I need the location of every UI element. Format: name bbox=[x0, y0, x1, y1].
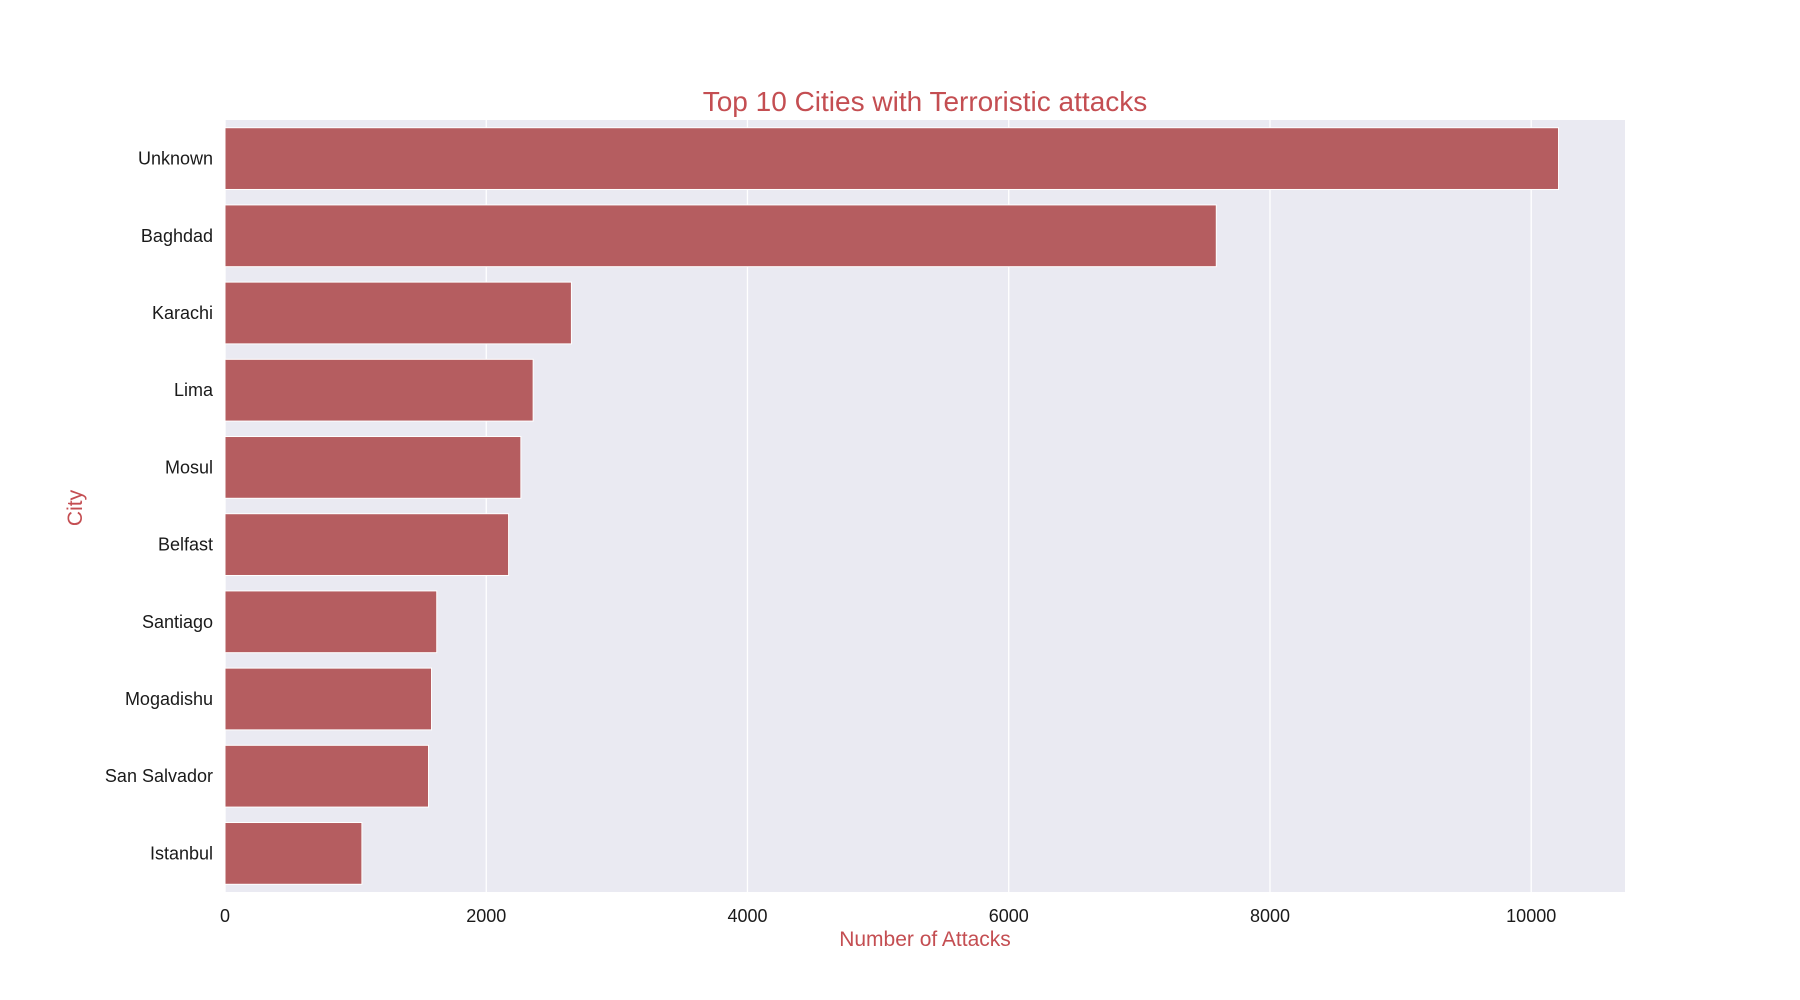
x-tick-label: 8000 bbox=[1250, 906, 1290, 926]
x-tick-label: 4000 bbox=[727, 906, 767, 926]
bar-karachi bbox=[224, 281, 572, 345]
y-tick-labels: Unknown Baghdad Karachi Lima Mosul Belfast San… bbox=[105, 149, 214, 864]
bar-istanbul bbox=[224, 822, 363, 885]
bar-unknown bbox=[224, 127, 1560, 190]
y-tick-label: Belfast bbox=[158, 535, 213, 555]
y-tick-label: Santiago bbox=[142, 612, 213, 632]
bars bbox=[224, 127, 1560, 885]
bar-lima bbox=[224, 358, 534, 422]
x-tick-label: 10000 bbox=[1506, 906, 1556, 926]
y-tick-label: Karachi bbox=[152, 303, 213, 323]
y-tick-label: Mosul bbox=[165, 457, 213, 477]
bar-baghdad bbox=[224, 204, 1217, 268]
chart-title: Top 10 Cities with Terroristic attacks bbox=[703, 86, 1148, 117]
bar-mogadishu bbox=[224, 667, 433, 731]
x-tick-label: 2000 bbox=[466, 906, 506, 926]
y-tick-label: Baghdad bbox=[141, 226, 213, 246]
x-tick-label: 0 bbox=[220, 906, 230, 926]
bar-santiago bbox=[224, 590, 438, 654]
bar-belfast bbox=[224, 513, 510, 576]
x-axis-title: Number of Attacks bbox=[839, 928, 1011, 951]
y-tick-label: Unknown bbox=[138, 149, 213, 169]
y-tick-label: Istanbul bbox=[150, 843, 213, 863]
y-tick-label: San Salvador bbox=[105, 766, 213, 786]
bar-san-salvador bbox=[224, 744, 430, 808]
bar-mosul bbox=[224, 436, 522, 499]
y-axis-title: City bbox=[64, 489, 87, 526]
y-tick-label: Mogadishu bbox=[125, 689, 213, 709]
x-tick-label: 6000 bbox=[989, 906, 1029, 926]
y-tick-label: Lima bbox=[174, 380, 214, 400]
x-tick-labels: 0 2000 4000 6000 8000 10000 bbox=[220, 906, 1556, 926]
